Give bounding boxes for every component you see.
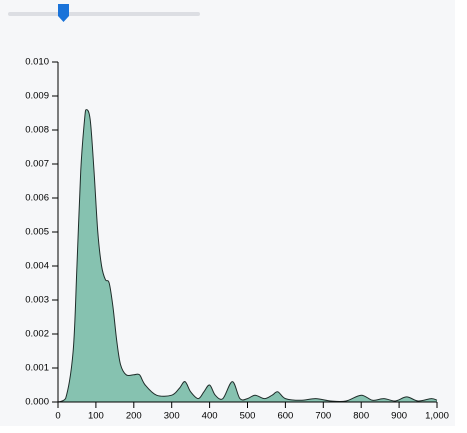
x-tick-label: 200 [126, 411, 142, 422]
y-tick-label: 0.008 [25, 125, 49, 136]
y-tick-label: 0.004 [25, 261, 49, 272]
x-tick-label: 100 [88, 411, 104, 422]
y-tick-label: 0.000 [25, 397, 49, 408]
y-tick-label: 0.005 [25, 227, 49, 238]
y-tick-label: 0.002 [25, 329, 49, 340]
y-tick-label: 0.009 [25, 91, 49, 102]
y-tick-label: 0.006 [25, 193, 49, 204]
x-tick-label: 800 [353, 411, 369, 422]
panel-background [0, 0, 455, 426]
y-tick-label: 0.003 [25, 295, 49, 306]
x-tick-label: 900 [391, 411, 407, 422]
y-tick-label: 0.007 [25, 159, 49, 170]
slider-track[interactable] [8, 12, 200, 16]
x-tick-label: 500 [240, 411, 256, 422]
x-tick-label: 1,000 [425, 411, 449, 422]
density-line [57, 109, 438, 403]
density-area [58, 109, 437, 402]
x-tick-label: 600 [277, 411, 293, 422]
x-tick-label: 700 [315, 411, 331, 422]
slider-thumb[interactable] [58, 4, 69, 22]
x-tick-label: 400 [202, 411, 218, 422]
x-tick-label: 300 [164, 411, 180, 422]
y-tick-label: 0.001 [25, 363, 49, 374]
x-tick-label: 0 [55, 411, 60, 422]
y-tick-label: 0.010 [25, 57, 49, 68]
